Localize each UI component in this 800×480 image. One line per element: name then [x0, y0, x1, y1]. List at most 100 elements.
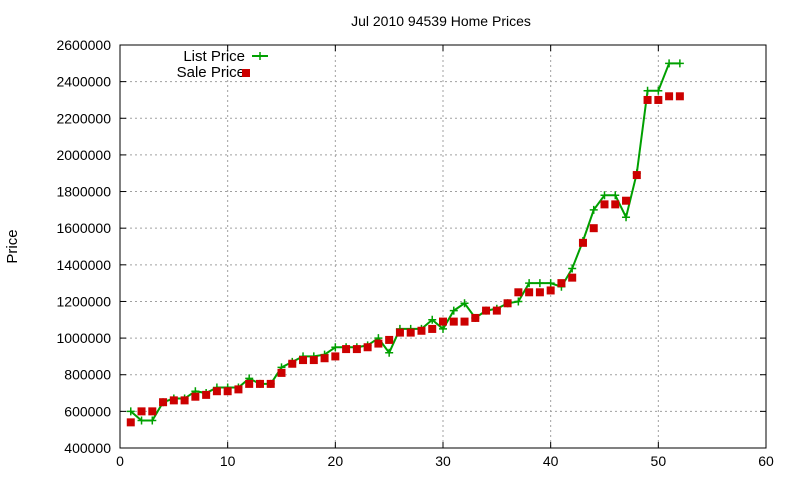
- sale-price-point: [600, 200, 609, 209]
- sale-price-series: [126, 92, 684, 427]
- x-tick-label: 60: [758, 453, 774, 469]
- sale-price-point: [578, 238, 587, 247]
- sale-price-point: [535, 288, 544, 297]
- series-layer: [126, 59, 684, 427]
- sale-price-point: [514, 288, 523, 297]
- sale-price-point: [439, 317, 447, 326]
- x-tick-label: 40: [543, 453, 559, 469]
- sale-price-point: [568, 273, 577, 282]
- sale-price-point: [525, 288, 534, 297]
- sale-price-point: [148, 407, 157, 416]
- list-price-point: [643, 86, 652, 95]
- y-tick-label: 2000000: [56, 147, 111, 163]
- legend-label: List Price: [183, 48, 245, 65]
- sale-price-point: [406, 328, 415, 337]
- list-price-series: [126, 59, 684, 425]
- list-price-point: [535, 279, 544, 288]
- plot-frame: [119, 44, 767, 449]
- sale-price-point: [255, 379, 264, 388]
- sale-price-point: [643, 95, 652, 104]
- sale-price-point: [180, 396, 189, 405]
- sale-price-point: [191, 392, 200, 401]
- y-tick-label: 1000000: [56, 330, 111, 346]
- sale-price-point: [331, 352, 340, 361]
- list-price-point: [525, 279, 534, 288]
- y-tick-label: 400000: [64, 440, 111, 456]
- sale-price-point: [309, 356, 318, 365]
- legend-label: Sale Price: [177, 64, 245, 81]
- list-price-point: [568, 264, 577, 273]
- sale-price-point: [622, 196, 631, 205]
- y-tick-label: 1200000: [56, 293, 111, 309]
- legend-square-swatch: [242, 69, 250, 77]
- sale-price-point: [632, 171, 641, 180]
- sale-price-point: [428, 324, 437, 333]
- sale-price-point: [675, 92, 684, 101]
- y-tick-label: 1400000: [56, 257, 111, 273]
- list-price-point: [622, 213, 631, 222]
- x-tick-label: 30: [435, 453, 451, 469]
- y-tick-label: 2600000: [56, 37, 111, 53]
- sale-price-point: [363, 343, 372, 352]
- sale-price-point: [137, 407, 146, 416]
- sale-price-point: [482, 306, 491, 315]
- list-price-point: [439, 324, 447, 333]
- y-tick-label: 1600000: [56, 220, 111, 236]
- sale-price-point: [417, 326, 426, 335]
- sale-price-point: [266, 379, 275, 388]
- list-price-line: [130, 62, 680, 422]
- sale-price-point: [126, 418, 135, 427]
- sale-price-point: [299, 356, 308, 365]
- chart-title: Jul 2010 94539 Home Prices: [351, 13, 531, 29]
- sale-price-point: [202, 390, 211, 399]
- sale-price-point: [385, 335, 394, 344]
- x-tick-label: 50: [651, 453, 667, 469]
- sale-price-point: [374, 339, 383, 348]
- sale-price-point: [492, 306, 501, 315]
- sale-price-point: [654, 95, 663, 104]
- list-price-point: [331, 343, 340, 352]
- sale-price-point: [234, 385, 243, 394]
- sale-price-point: [320, 354, 329, 363]
- y-tick-label: 2400000: [56, 74, 111, 90]
- y-axis-label: Price: [4, 229, 21, 263]
- list-price-point: [600, 191, 609, 200]
- sale-price-point: [159, 398, 168, 407]
- sale-price-point: [449, 317, 458, 326]
- sale-price-point: [342, 345, 351, 354]
- sale-price-point: [557, 279, 566, 288]
- sale-price-point: [212, 387, 221, 396]
- sale-price-point: [665, 92, 674, 101]
- list-price-point: [126, 407, 135, 416]
- x-tick-label: 20: [328, 453, 344, 469]
- sale-price-point: [460, 317, 469, 326]
- list-price-point: [546, 279, 555, 288]
- grid: [120, 45, 766, 448]
- list-price-point: [449, 306, 458, 315]
- sale-price-point: [503, 299, 512, 308]
- sale-price-point: [352, 345, 361, 354]
- list-price-point: [665, 59, 674, 68]
- list-price-point: [611, 191, 620, 200]
- list-price-point: [675, 59, 684, 68]
- y-tick-label: 2200000: [56, 110, 111, 126]
- x-tick-label: 10: [220, 453, 236, 469]
- list-price-point: [514, 297, 523, 306]
- legend-plus-swatch: [256, 52, 264, 60]
- list-price-point: [137, 416, 146, 425]
- x-tick-label: 0: [116, 453, 124, 469]
- y-tick-label: 800000: [64, 367, 111, 383]
- y-tick-label: 1800000: [56, 184, 111, 200]
- sale-price-point: [277, 368, 286, 377]
- sale-price-point: [589, 224, 598, 233]
- list-price-point: [589, 205, 598, 214]
- sale-price-point: [223, 387, 232, 396]
- list-price-point: [654, 86, 663, 95]
- list-price-point: [148, 416, 157, 425]
- list-price-point: [428, 315, 437, 324]
- sale-price-point: [169, 396, 178, 405]
- sale-price-point: [546, 286, 555, 295]
- list-price-point: [385, 348, 394, 357]
